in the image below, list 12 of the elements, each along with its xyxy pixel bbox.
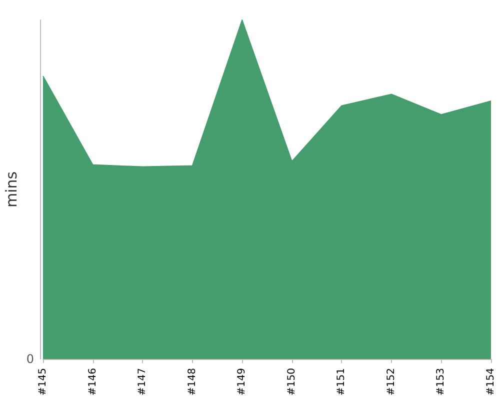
x-tick-label: #154	[486, 368, 496, 396]
x-tick-label: #151	[336, 368, 348, 396]
x-tick-label: #152	[386, 368, 397, 396]
y-axis-title: mins	[2, 171, 20, 208]
x-tick-label: #148	[186, 368, 198, 396]
x-tick-label: #150	[286, 368, 298, 396]
x-tick-label: #149	[236, 368, 248, 396]
text: 0	[26, 352, 34, 366]
x-tick-label: #153	[436, 368, 447, 396]
x-tick-label: #145	[38, 368, 48, 396]
x-tick-label: #147	[137, 368, 148, 396]
x-tick-label: #146	[87, 368, 98, 396]
